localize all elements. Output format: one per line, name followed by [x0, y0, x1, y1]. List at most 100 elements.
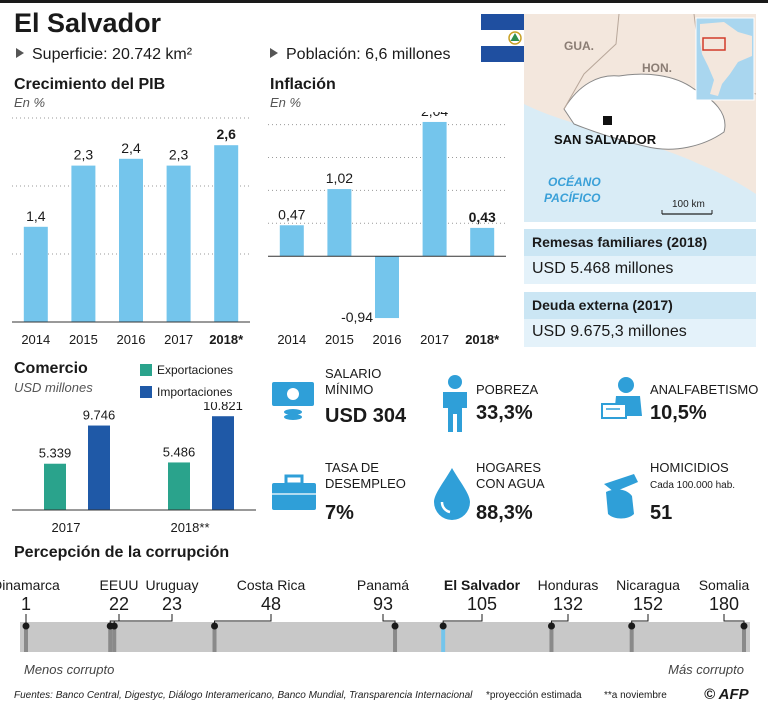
inflation-unit: En %	[270, 95, 301, 110]
analfabetismo-label: ANALFABETISMO	[650, 382, 758, 398]
value-label-2015: 2,3	[74, 147, 94, 163]
bar-Exportaciones-2018**	[168, 462, 190, 510]
deuda-header: Deuda externa (2017)	[524, 292, 756, 319]
legend-exports-label: Exportaciones	[157, 363, 233, 377]
capital-marker	[603, 116, 612, 125]
pib-chart: 1,4 2014 2,3 2015 2,4 2016 2,3 2017 2,6 2018*	[10, 112, 252, 350]
pib-title: Crecimiento del PIB	[14, 76, 165, 94]
legend-imports-swatch	[140, 386, 152, 398]
scale-label: 100 km	[672, 199, 705, 210]
tick-label-2018*: 2018*	[465, 332, 500, 347]
bar-2015	[71, 166, 95, 322]
country-label-Dinamarca: Dinamarca	[0, 577, 60, 593]
value-label-2018*: 2,6	[216, 126, 236, 142]
value-label-2014: 0,47	[278, 206, 305, 222]
scale-left-label: Menos corrupto	[24, 662, 114, 677]
briefcase-icon	[270, 474, 318, 512]
bar-2017	[423, 122, 447, 256]
deuda-value: USD 9.675,3 millones	[524, 319, 756, 347]
note-november: **a noviembre	[604, 690, 667, 701]
tick-label-2018*: 2018*	[209, 332, 244, 347]
rank-label-El Salvador: 105	[467, 594, 497, 614]
legend-exports-swatch	[140, 364, 152, 376]
corruption-title: Percepción de la corrupción	[14, 544, 229, 562]
bar-2014	[24, 227, 48, 322]
homicidios-note: Cada 100.000 hab.	[650, 480, 735, 491]
bar-Importaciones-2018**	[212, 416, 234, 510]
rank-label-Costa Rica: 48	[261, 594, 281, 614]
desempleo-label: TASA DE DESEMPLEO	[325, 460, 406, 492]
map-ocean-2: PACÍFICO	[544, 190, 601, 205]
country-label-Somalia: Somalia	[699, 577, 750, 593]
bar-2016	[119, 159, 143, 322]
tick-label-2015: 2015	[325, 332, 354, 347]
desempleo-value: 7%	[325, 502, 354, 525]
bar-2018*	[214, 145, 238, 322]
value-label-2016: 2,4	[121, 140, 141, 156]
country-label-Uruguay: Uruguay	[146, 577, 199, 593]
top-rule	[0, 0, 768, 3]
tick-label-2017: 2017	[164, 332, 193, 347]
agua-value: 88,3%	[476, 502, 533, 525]
fact-population: Población: 6,6 millones	[270, 46, 451, 64]
map-label-gua: GUA.	[564, 39, 594, 53]
tick-label-2017: 2017	[420, 332, 449, 347]
homicidios-label: HOMICIDIOS	[650, 460, 729, 476]
person-icon	[438, 374, 472, 436]
tick-label-2016: 2016	[373, 332, 402, 347]
value-label-2017: 2,04	[421, 112, 448, 119]
map-label-hon: HON.	[642, 61, 672, 75]
trade-unit: USD millones	[14, 380, 93, 395]
bar-2014	[280, 225, 304, 256]
country-label-El Salvador: El Salvador	[444, 577, 521, 593]
agua-label: HOGARES CON AGUA	[476, 460, 545, 492]
page-title: El Salvador	[14, 8, 161, 39]
value-label-2016: -0,94	[341, 309, 373, 325]
tick-label-2014: 2014	[21, 332, 50, 347]
rank-label-Nicaragua: 152	[633, 594, 663, 614]
pobreza-value: 33,3%	[476, 402, 533, 425]
afp-logo: © AFP	[704, 686, 749, 703]
value-label-2018*: 0,43	[469, 209, 496, 225]
country-label-Costa Rica: Costa Rica	[237, 577, 306, 593]
tick-label-2017: 2017	[52, 520, 81, 535]
value-label-Exportaciones-2018**: 5.486	[163, 444, 196, 459]
bar-2018*	[470, 228, 494, 256]
country-label-Honduras: Honduras	[538, 577, 599, 593]
bar-2017	[167, 166, 191, 322]
bar-2015	[327, 189, 351, 256]
bar-2016	[375, 256, 399, 318]
scale-right-label: Más corrupto	[668, 662, 744, 677]
country-label-Panamá: Panamá	[357, 577, 409, 593]
rank-label-Somalia: 180	[709, 594, 739, 614]
country-label-Nicaragua: Nicaragua	[616, 577, 680, 593]
remesas-header: Remesas familiares (2018)	[524, 229, 756, 256]
water-drop-icon	[432, 466, 472, 520]
value-label-Importaciones-2017: 9.746	[83, 408, 116, 423]
sources: Fuentes: Banco Central, Digestyc, Diálog…	[14, 690, 472, 701]
value-label-2017: 2,3	[169, 147, 189, 163]
reading-icon	[600, 376, 646, 420]
value-label-Importaciones-2018**: 10.821	[203, 402, 243, 413]
map: GUA. HON. SAN SALVADOR OCÉANO PACÍFICO 1…	[524, 14, 756, 222]
rank-label-Dinamarca: 1	[21, 594, 31, 614]
rank-label-Panamá: 93	[373, 594, 393, 614]
note-projection: *proyección estimada	[486, 690, 582, 701]
tick-label-2018**: 2018**	[170, 520, 209, 535]
fact-area: Superficie: 20.742 km²	[16, 46, 192, 64]
country-label-EEUU: EEUU	[100, 577, 139, 593]
gun-hand-icon	[600, 470, 642, 522]
rank-label-EEUU: 22	[109, 594, 129, 614]
analfabetismo-value: 10,5%	[650, 402, 707, 425]
pobreza-label: POBREZA	[476, 382, 538, 398]
pib-unit: En %	[14, 95, 45, 110]
map-ocean-1: OCÉANO	[548, 174, 601, 189]
bar-Importaciones-2017	[88, 426, 110, 510]
inflation-title: Inflación	[270, 76, 336, 94]
scale-band	[20, 622, 750, 652]
map-label-capital: SAN SALVADOR	[554, 132, 657, 147]
legend-imports-label: Importaciones	[157, 385, 232, 399]
money-icon	[270, 376, 316, 422]
